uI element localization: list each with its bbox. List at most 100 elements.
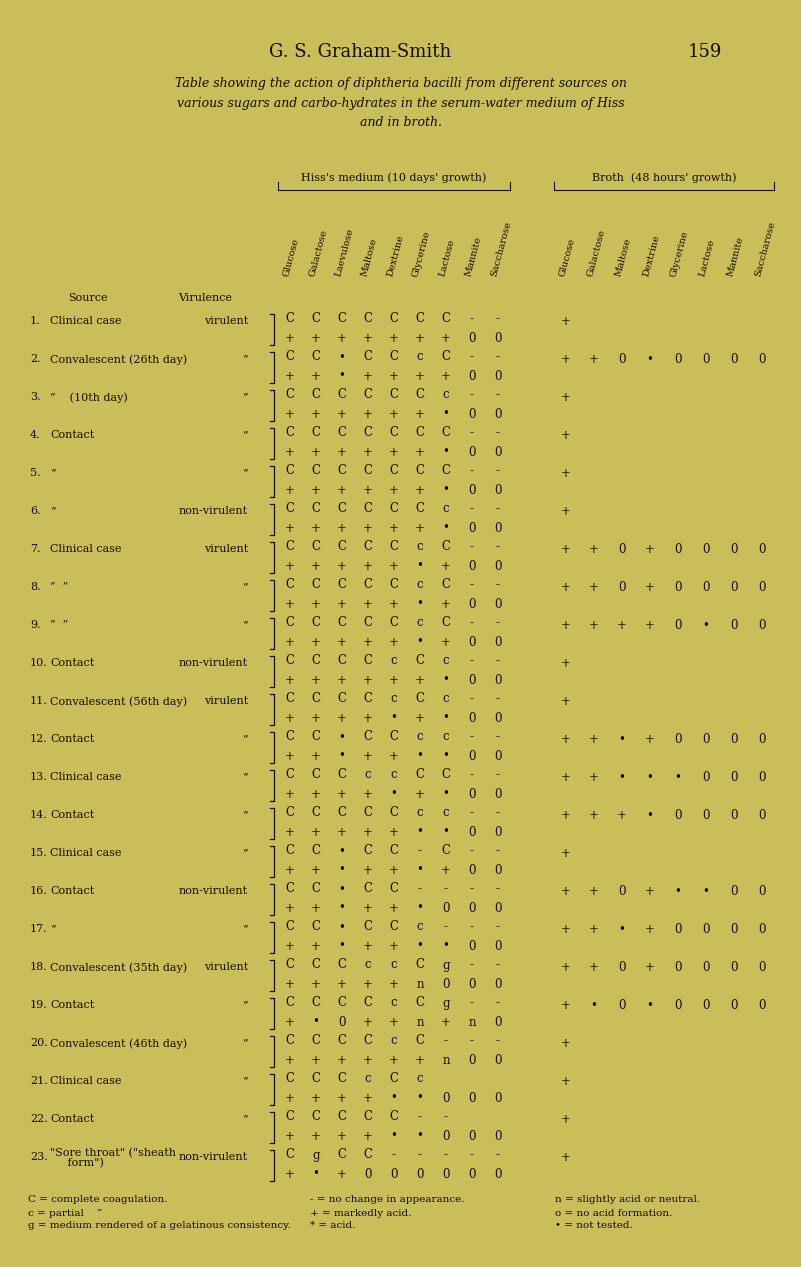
Text: •: • xyxy=(339,845,345,858)
Text: +: + xyxy=(363,522,373,535)
Text: +: + xyxy=(561,1074,571,1088)
Text: •: • xyxy=(339,921,345,934)
Text: 0: 0 xyxy=(469,712,476,725)
Text: +: + xyxy=(311,1091,321,1105)
Text: +: + xyxy=(645,544,655,556)
Text: +: + xyxy=(589,582,599,594)
Text: +: + xyxy=(337,826,347,839)
Text: +: + xyxy=(337,636,347,649)
Text: form"): form") xyxy=(50,1158,104,1168)
Text: -: - xyxy=(496,845,500,858)
Text: ”  ”: ” ” xyxy=(50,583,68,593)
Text: 0: 0 xyxy=(759,353,766,366)
Text: -: - xyxy=(496,769,500,782)
Text: C: C xyxy=(416,997,425,1010)
Text: ”: ” xyxy=(243,355,248,365)
Text: C: C xyxy=(364,1148,372,1162)
Text: c: c xyxy=(391,693,397,706)
Text: G. S. Graham-Smith: G. S. Graham-Smith xyxy=(269,43,452,61)
Text: •: • xyxy=(618,922,626,936)
Text: -: - xyxy=(470,731,474,744)
Text: C: C xyxy=(285,427,295,440)
Text: +: + xyxy=(415,370,425,383)
Text: Galactose: Galactose xyxy=(308,229,328,277)
Text: +: + xyxy=(389,864,399,877)
Text: -: - xyxy=(496,427,500,440)
Text: +: + xyxy=(285,712,295,725)
Text: C: C xyxy=(389,503,399,516)
Text: Contact: Contact xyxy=(50,1115,95,1125)
Text: 0: 0 xyxy=(731,620,738,632)
Text: 0: 0 xyxy=(494,598,501,611)
Text: -: - xyxy=(496,351,500,364)
Text: C: C xyxy=(312,1034,320,1048)
Text: +: + xyxy=(441,370,451,383)
Text: +: + xyxy=(441,598,451,611)
Text: ”: ” xyxy=(243,1039,248,1049)
Text: ”: ” xyxy=(243,583,248,593)
Text: 0: 0 xyxy=(494,978,501,991)
Text: C: C xyxy=(337,959,347,972)
Text: 0: 0 xyxy=(469,522,476,535)
Text: c: c xyxy=(417,351,423,364)
Text: C: C xyxy=(441,769,450,782)
Text: C: C xyxy=(389,389,399,402)
Text: ”  ”: ” ” xyxy=(50,621,68,631)
Text: -: - xyxy=(418,845,422,858)
Text: •: • xyxy=(417,1091,424,1105)
Text: 0: 0 xyxy=(494,522,501,535)
Text: 0: 0 xyxy=(494,864,501,877)
Text: •: • xyxy=(417,940,424,953)
Text: C: C xyxy=(416,503,425,516)
Text: 0: 0 xyxy=(702,998,710,1012)
Text: 20.: 20. xyxy=(30,1039,48,1049)
Text: +: + xyxy=(589,353,599,366)
Text: 0: 0 xyxy=(469,826,476,839)
Text: +: + xyxy=(389,598,399,611)
Text: 0: 0 xyxy=(702,922,710,936)
Text: -: - xyxy=(496,959,500,972)
Text: •: • xyxy=(417,826,424,839)
Text: +: + xyxy=(415,788,425,801)
Text: C: C xyxy=(364,845,372,858)
Text: +: + xyxy=(311,370,321,383)
Text: C: C xyxy=(364,465,372,478)
Text: +: + xyxy=(363,826,373,839)
Text: c: c xyxy=(417,617,423,630)
Text: C: C xyxy=(312,503,320,516)
Text: Clinical case: Clinical case xyxy=(50,1077,122,1087)
Text: c: c xyxy=(443,731,449,744)
Text: Lactose: Lactose xyxy=(437,238,456,277)
Text: 0: 0 xyxy=(469,636,476,649)
Text: c: c xyxy=(364,769,372,782)
Text: +: + xyxy=(441,864,451,877)
Text: 0: 0 xyxy=(494,636,501,649)
Text: 0: 0 xyxy=(702,810,710,822)
Text: •: • xyxy=(443,484,449,497)
Text: C: C xyxy=(337,1072,347,1086)
Text: 0: 0 xyxy=(494,1015,501,1029)
Text: C: C xyxy=(285,883,295,896)
Text: 0: 0 xyxy=(618,960,626,974)
Text: Convalescent (56th day): Convalescent (56th day) xyxy=(50,697,187,707)
Text: C: C xyxy=(285,997,295,1010)
Text: +: + xyxy=(337,1167,347,1181)
Text: c = partial    ”: c = partial ” xyxy=(28,1209,103,1218)
Text: ”: ” xyxy=(243,393,248,403)
Text: C: C xyxy=(285,693,295,706)
Text: C: C xyxy=(364,389,372,402)
Text: ”: ” xyxy=(243,1115,248,1125)
Text: +: + xyxy=(363,598,373,611)
Text: C: C xyxy=(312,959,320,972)
Text: •: • xyxy=(391,712,397,725)
Text: +: + xyxy=(311,522,321,535)
Text: Maltose: Maltose xyxy=(360,237,378,277)
Text: c: c xyxy=(391,959,397,972)
Text: +: + xyxy=(337,1053,347,1067)
Text: -: - xyxy=(496,617,500,630)
Text: C: C xyxy=(416,693,425,706)
Text: C: C xyxy=(337,655,347,668)
Text: 0: 0 xyxy=(702,960,710,974)
Text: +: + xyxy=(415,712,425,725)
Text: 0: 0 xyxy=(618,998,626,1012)
